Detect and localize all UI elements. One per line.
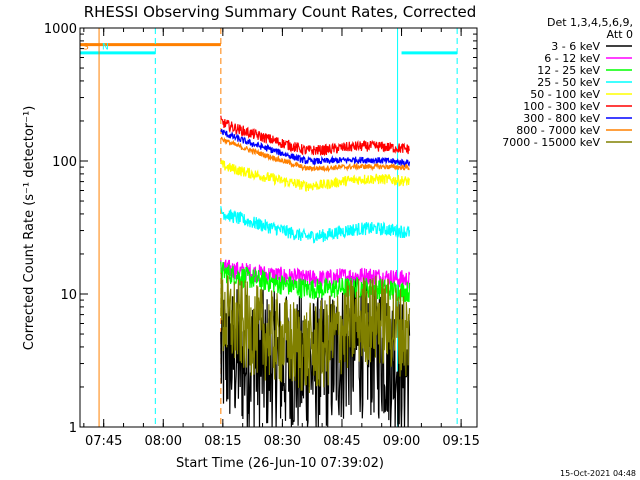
y-tick-label: 1000 bbox=[44, 22, 77, 37]
y-axis-label: Corrected Count Rate (s⁻¹ detector⁻¹) bbox=[22, 106, 37, 351]
series-line-6 bbox=[220, 128, 411, 168]
x-tick-label: 08:45 bbox=[323, 434, 360, 449]
x-axis-label: Start Time (26-Jun-10 07:39:02) bbox=[176, 456, 384, 471]
chart-title: RHESSI Observing Summary Count Rates, Co… bbox=[84, 3, 477, 21]
legend-header: Det 1,3,4,5,6,9, bbox=[547, 16, 633, 29]
series-line-5 bbox=[220, 115, 411, 157]
series-line-2 bbox=[220, 261, 411, 303]
x-tick-label: 08:15 bbox=[204, 434, 241, 449]
legend-entry-label: 300 - 800 keV bbox=[523, 112, 600, 125]
x-axis: 07:45 08:00 08:15 08:30 08:45 09:00 09:15 bbox=[83, 28, 480, 449]
x-tick-label: 07:45 bbox=[85, 434, 122, 449]
legend-entry-label: 3 - 6 keV bbox=[551, 40, 600, 53]
y-axis: 1 10 100 1000 bbox=[44, 22, 477, 436]
y-tick-label: 100 bbox=[52, 155, 77, 170]
series-line-4 bbox=[220, 159, 411, 192]
legend-entry-label: 6 - 12 keV bbox=[544, 52, 600, 65]
marker-label-S: S bbox=[83, 43, 89, 53]
y-tick-label: 10 bbox=[60, 288, 77, 303]
generation-timestamp: 15-Oct-2021 04:48 bbox=[560, 469, 636, 478]
marker-label-N: N bbox=[102, 43, 109, 53]
plot-frame bbox=[79, 27, 478, 428]
legend-header: Att 0 bbox=[607, 28, 633, 41]
x-tick-label: 09:15 bbox=[442, 434, 479, 449]
legend-entry-label: 100 - 300 keV bbox=[523, 100, 600, 113]
legend-entry-label: 50 - 100 keV bbox=[530, 88, 600, 101]
legend-entry-label: 800 - 7000 keV bbox=[516, 124, 600, 137]
series-line-3 bbox=[220, 206, 411, 244]
legend-entry-label: 25 - 50 keV bbox=[537, 76, 600, 89]
x-tick-label: 08:30 bbox=[264, 434, 301, 449]
x-tick-label: 08:00 bbox=[145, 434, 182, 449]
legend-entry-label: 12 - 25 keV bbox=[537, 64, 600, 77]
series-line-8 bbox=[220, 272, 411, 394]
series-line-7 bbox=[220, 136, 410, 173]
x-tick-label: 09:00 bbox=[383, 434, 420, 449]
y-tick-label: 1 bbox=[69, 421, 77, 436]
legend-entry-label: 7000 - 15000 keV bbox=[502, 136, 600, 149]
